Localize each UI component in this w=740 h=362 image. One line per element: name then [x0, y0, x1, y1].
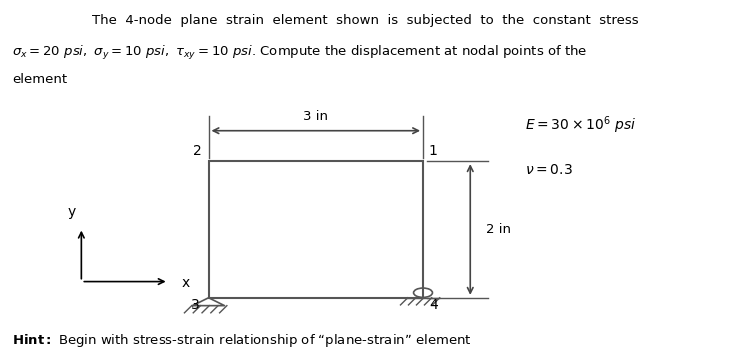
Text: $\sigma_x = 20\ psi,\ \sigma_y = 10\ psi,\ \tau_{xy} = 10\ psi$. Compute the dis: $\sigma_x = 20\ psi,\ \sigma_y = 10\ psi…	[13, 44, 588, 62]
Text: $E = 30\times10^6\ psi$: $E = 30\times10^6\ psi$	[525, 114, 636, 136]
Text: $\nu = 0.3$: $\nu = 0.3$	[525, 163, 573, 177]
Text: 3: 3	[191, 298, 200, 312]
Text: element: element	[13, 73, 67, 86]
Text: 3 in: 3 in	[303, 110, 329, 123]
Text: The  4-node  plane  strain  element  shown  is  subjected  to  the  constant  st: The 4-node plane strain element shown is…	[92, 14, 638, 27]
Text: 1: 1	[428, 144, 437, 158]
Text: $\bf{Hint:}$ Begin with stress-strain relationship of “plane-strain” element: $\bf{Hint:}$ Begin with stress-strain re…	[13, 332, 472, 349]
Text: 4: 4	[428, 298, 437, 312]
Bar	[209, 161, 423, 298]
Text: x: x	[181, 276, 190, 290]
Text: y: y	[68, 205, 76, 219]
Text: 2 in: 2 in	[486, 223, 511, 236]
Text: 2: 2	[192, 144, 201, 158]
